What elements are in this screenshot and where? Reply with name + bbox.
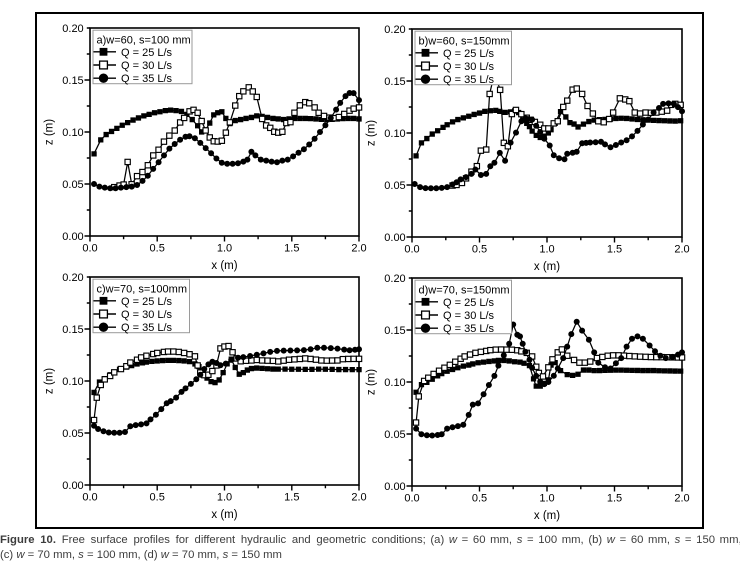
svg-text:0.20: 0.20 (384, 273, 405, 285)
svg-text:Q = 25 L/s: Q = 25 L/s (443, 48, 495, 60)
svg-text:0.15: 0.15 (62, 75, 83, 87)
svg-text:2.0: 2.0 (351, 492, 366, 504)
svg-text:0.5: 0.5 (150, 492, 165, 504)
svg-text:0.0: 0.0 (404, 493, 419, 505)
svg-text:0.05: 0.05 (62, 428, 83, 440)
svg-text:1.0: 1.0 (217, 492, 232, 504)
svg-text:1.5: 1.5 (284, 492, 299, 504)
svg-text:Q = 30 L/s: Q = 30 L/s (121, 309, 173, 321)
svg-text:1.5: 1.5 (607, 493, 622, 505)
svg-text:Q = 25 L/s: Q = 25 L/s (121, 296, 173, 308)
svg-text:Q = 30 L/s: Q = 30 L/s (443, 61, 495, 73)
svg-text:0.5: 0.5 (472, 493, 487, 505)
svg-text:z (m): z (m) (44, 119, 56, 145)
svg-text:1.5: 1.5 (607, 244, 622, 256)
svg-text:0.00: 0.00 (384, 481, 405, 493)
svg-text:x (m): x (m) (211, 509, 237, 521)
svg-text:1.5: 1.5 (284, 243, 299, 255)
svg-text:0.0: 0.0 (82, 243, 97, 255)
svg-text:a)w=60, s=100 mm: a)w=60, s=100 mm (97, 35, 191, 47)
svg-text:Q = 30 L/s: Q = 30 L/s (121, 60, 173, 72)
svg-text:0.05: 0.05 (384, 429, 405, 441)
svg-text:x (m): x (m) (534, 510, 560, 522)
svg-text:0.15: 0.15 (384, 325, 405, 337)
svg-text:2.0: 2.0 (351, 243, 366, 255)
svg-text:0.05: 0.05 (62, 179, 83, 191)
svg-text:x (m): x (m) (534, 261, 560, 273)
svg-text:0.00: 0.00 (62, 231, 83, 243)
svg-text:0.10: 0.10 (384, 377, 405, 389)
svg-text:Q = 35 L/s: Q = 35 L/s (443, 74, 495, 86)
svg-text:0.5: 0.5 (150, 243, 165, 255)
svg-text:Q = 35 L/s: Q = 35 L/s (121, 73, 173, 85)
svg-text:0.5: 0.5 (472, 244, 487, 256)
svg-text:1.0: 1.0 (217, 243, 232, 255)
svg-text:b)w=60, s=150mm: b)w=60, s=150mm (419, 36, 510, 48)
svg-text:0.10: 0.10 (62, 376, 83, 388)
svg-text:Q = 35 L/s: Q = 35 L/s (121, 322, 173, 334)
svg-text:Q = 35 L/s: Q = 35 L/s (443, 323, 495, 335)
svg-text:0.20: 0.20 (62, 23, 83, 35)
svg-text:0.00: 0.00 (384, 232, 405, 244)
svg-text:z (m): z (m) (366, 369, 378, 395)
svg-text:0.10: 0.10 (62, 127, 83, 139)
svg-text:0.00: 0.00 (62, 480, 83, 492)
svg-text:z (m): z (m) (44, 368, 56, 394)
svg-text:x (m): x (m) (211, 260, 237, 272)
svg-text:2.0: 2.0 (674, 493, 689, 505)
svg-text:0.20: 0.20 (62, 272, 83, 284)
svg-text:0.15: 0.15 (62, 324, 83, 336)
svg-text:Q = 25 L/s: Q = 25 L/s (443, 297, 495, 309)
svg-text:0.0: 0.0 (404, 244, 419, 256)
svg-text:0.15: 0.15 (384, 76, 405, 88)
svg-text:Q = 30 L/s: Q = 30 L/s (443, 310, 495, 322)
svg-text:0.20: 0.20 (384, 24, 405, 36)
svg-text:c)w=70, s=100mm: c)w=70, s=100mm (97, 284, 187, 296)
svg-text:0.05: 0.05 (384, 180, 405, 192)
svg-text:0.0: 0.0 (82, 492, 97, 504)
svg-text:Q = 25 L/s: Q = 25 L/s (121, 47, 173, 59)
svg-text:1.0: 1.0 (539, 493, 554, 505)
svg-text:2.0: 2.0 (674, 244, 689, 256)
svg-text:1.0: 1.0 (539, 244, 554, 256)
svg-text:d)w=70, s=150mm: d)w=70, s=150mm (419, 285, 510, 297)
svg-text:z (m): z (m) (366, 120, 378, 146)
svg-text:0.10: 0.10 (384, 128, 405, 140)
